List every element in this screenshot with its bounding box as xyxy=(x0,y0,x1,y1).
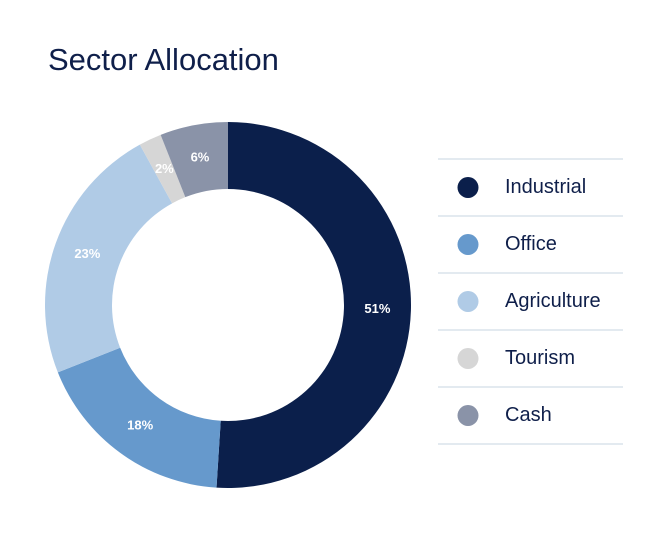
donut-segment xyxy=(216,122,412,488)
legend-swatch xyxy=(457,291,479,312)
legend-label: Office xyxy=(505,233,557,255)
legend-label: Tourism xyxy=(505,347,575,369)
donut-segment xyxy=(160,122,228,198)
value-label: 18% xyxy=(127,417,153,432)
legend-label: Cash xyxy=(505,404,552,426)
value-label: 23% xyxy=(74,246,100,261)
donut-segment xyxy=(44,144,173,373)
legend-label: Industrial xyxy=(505,176,586,198)
donut-segment xyxy=(57,347,221,488)
legend-swatch xyxy=(457,348,479,369)
value-label: 2% xyxy=(155,161,174,176)
legend-swatch xyxy=(457,405,479,426)
donut-segment xyxy=(139,134,186,204)
legend-swatch xyxy=(457,177,479,198)
legend-swatch xyxy=(457,234,479,255)
value-label: 6% xyxy=(191,150,210,165)
value-label: 51% xyxy=(364,301,390,316)
chart-title: Sector Allocation xyxy=(48,42,279,77)
legend-label: Agriculture xyxy=(505,290,601,312)
